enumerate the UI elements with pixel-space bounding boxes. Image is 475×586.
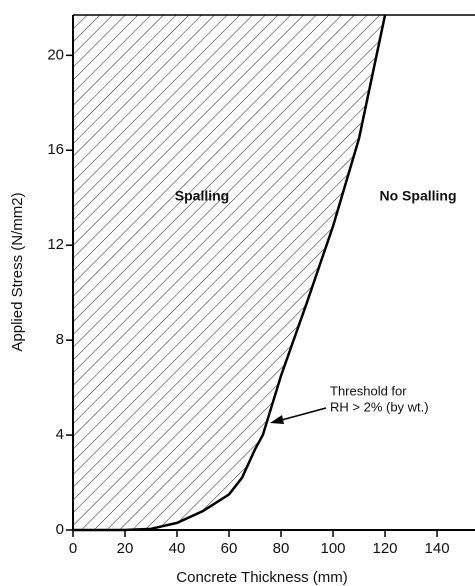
- y-tick-label: 4: [56, 426, 64, 443]
- annotation: Threshold for: [330, 383, 407, 398]
- region-label: Spalling: [175, 188, 229, 204]
- x-tick-label: 40: [169, 540, 186, 557]
- y-tick-label: 8: [56, 331, 64, 348]
- y-tick-label: 0: [56, 521, 64, 538]
- arrowhead: [270, 415, 284, 424]
- x-tick-label: 100: [321, 540, 346, 557]
- y-tick-label: 12: [47, 236, 64, 253]
- region-label: No Spalling: [380, 188, 457, 204]
- annotation-arrow: [277, 407, 327, 422]
- x-tick-label: 140: [425, 540, 450, 557]
- threshold-curve: [73, 14, 387, 532]
- hatch-region: [73, 15, 386, 530]
- x-axis-label: Concrete Thickness (mm): [176, 569, 347, 586]
- y-tick-label: 16: [47, 141, 64, 158]
- annotation: RH > 2% (by wt.): [330, 399, 429, 414]
- x-tick-label: 60: [221, 540, 238, 557]
- y-tick-label: 20: [47, 46, 64, 63]
- y-axis-label: Applied Stress (N/mm2): [9, 192, 26, 351]
- x-tick-label: 80: [273, 540, 290, 557]
- x-tick-label: 120: [373, 540, 398, 557]
- x-tick-label: 0: [69, 540, 77, 557]
- x-tick-label: 20: [117, 540, 134, 557]
